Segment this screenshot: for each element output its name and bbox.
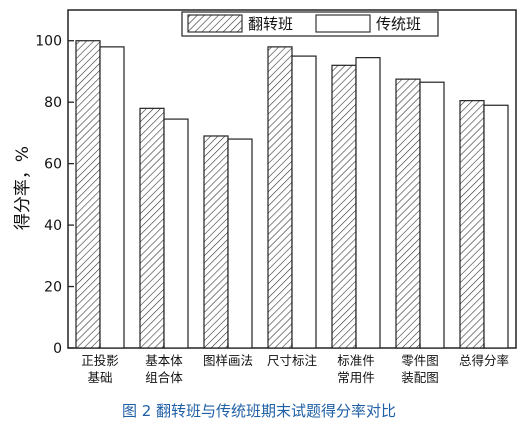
x-tick-label: 正投影 (81, 353, 119, 368)
bar-traditional (227, 138, 253, 349)
y-tick-label: 40 (44, 218, 62, 234)
figure-caption: 图 2 翻转班与传统班期末试题得分率对比 (121, 402, 397, 420)
legend-swatch (187, 14, 243, 33)
y-tick-label: 20 (44, 280, 62, 296)
x-tick-label: 基础 (87, 370, 112, 385)
x-tick-label: 标准件 (337, 353, 375, 368)
x-tick-label: 装配图 (401, 370, 439, 385)
bar-traditional (419, 81, 445, 349)
y-tick-label: 100 (35, 34, 62, 50)
y-axis: 0 20 40 60 80 100 (35, 34, 74, 357)
bar-flipped (331, 64, 357, 349)
x-tick-label: 总得分率 (459, 353, 509, 368)
y-tick-label: 60 (44, 157, 62, 173)
legend-label: 传统班 (376, 15, 421, 33)
bar-traditional (99, 46, 125, 349)
x-tick-label: 基本体 (145, 353, 183, 368)
y-axis-label: 得分率，% (13, 146, 33, 230)
bar-traditional (483, 104, 509, 349)
bar-traditional (355, 57, 381, 349)
bar-flipped (75, 40, 101, 349)
bar-flipped (203, 135, 229, 349)
y-tick-label: 0 (53, 341, 62, 357)
x-tick-label: 尺寸标注 (267, 353, 318, 368)
x-tick-label: 图样画法 (203, 353, 253, 368)
bar-flipped (395, 78, 421, 349)
bar-flipped (139, 107, 165, 349)
bar-flipped (267, 46, 293, 349)
x-tick-label: 组合体 (145, 370, 183, 385)
legend: 翻转班 传统班 (181, 11, 439, 37)
bar-traditional (163, 118, 189, 349)
legend-swatch (315, 14, 371, 33)
x-tick-label: 常用件 (337, 370, 375, 385)
bar-traditional (291, 55, 317, 349)
bar-flipped (459, 100, 485, 349)
legend-label: 翻转班 (248, 15, 293, 33)
y-tick-label: 80 (44, 95, 62, 111)
x-tick-label: 零件图 (401, 353, 439, 368)
bars-group (75, 40, 509, 349)
